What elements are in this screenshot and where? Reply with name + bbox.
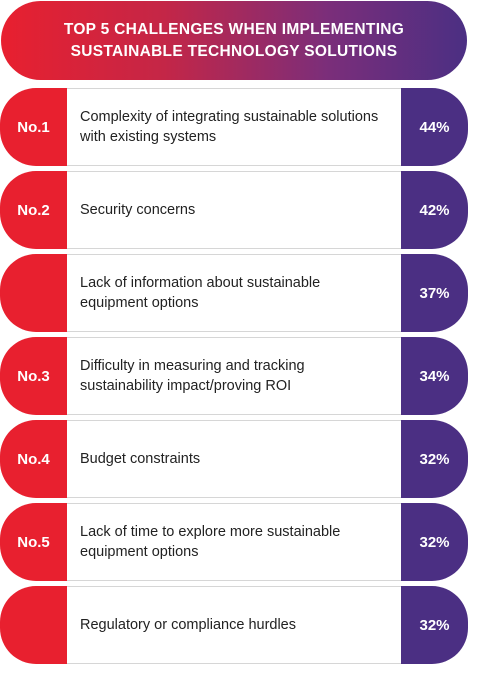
row-body: Lack of time to explore more sustainable…	[67, 503, 401, 581]
row-percentage: 34%	[419, 367, 450, 385]
row-label: Difficulty in measuring and tracking sus…	[80, 358, 305, 394]
row-body: Security concerns	[67, 171, 401, 249]
row-rank: No.4	[17, 450, 50, 468]
challenge-row: No.3 Difficulty in measuring and trackin…	[0, 337, 468, 415]
row-label: Complexity of integrating sustainable so…	[80, 109, 379, 145]
challenge-row: No.1 Complexity of integrating sustainab…	[0, 88, 468, 166]
row-label: Regulatory or compliance hurdles	[80, 617, 296, 633]
row-rank: No.1	[17, 118, 50, 136]
challenge-row: No.4 Budget constraints 32%	[0, 420, 468, 498]
row-label: Lack of time to explore more sustainable…	[80, 524, 341, 560]
row-label: Lack of information about sustainable eq…	[80, 275, 321, 311]
row-percentage: 42%	[419, 201, 450, 219]
row-percentage: 37%	[419, 284, 450, 302]
challenge-row: No.2 Security concerns 42%	[0, 171, 468, 249]
challenge-row: No.5 Lack of time to explore more sustai…	[0, 503, 468, 581]
row-body: Budget constraints	[67, 420, 401, 498]
row-rank	[0, 586, 67, 664]
row-body: Difficulty in measuring and tracking sus…	[67, 337, 401, 415]
challenge-list: No.1 Complexity of integrating sustainab…	[0, 88, 468, 669]
row-rank: No.5	[17, 533, 50, 551]
row-rank: No.3	[17, 367, 50, 385]
challenge-row: Lack of information about sustainable eq…	[0, 254, 468, 332]
row-percentage: 32%	[419, 616, 450, 634]
row-body: Complexity of integrating sustainable so…	[67, 88, 401, 166]
row-percentage: 32%	[419, 533, 450, 551]
row-body: Lack of information about sustainable eq…	[67, 254, 401, 332]
row-rank	[0, 254, 67, 332]
chart-header: TOP 5 CHALLENGES WHEN IMPLEMENTING SUSTA…	[1, 1, 467, 80]
challenge-row: Regulatory or compliance hurdles 32%	[0, 586, 468, 664]
row-body: Regulatory or compliance hurdles	[67, 586, 401, 664]
row-percentage: 44%	[419, 118, 450, 136]
row-rank: No.2	[17, 201, 50, 219]
chart-title: TOP 5 CHALLENGES WHEN IMPLEMENTING SUSTA…	[63, 20, 405, 60]
row-percentage: 32%	[419, 450, 450, 468]
row-label: Security concerns	[80, 202, 196, 218]
row-label: Budget constraints	[80, 451, 201, 467]
